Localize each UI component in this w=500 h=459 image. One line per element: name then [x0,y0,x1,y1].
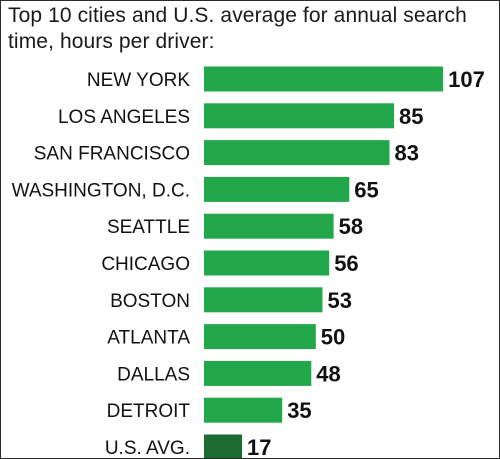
bar-los-angeles [204,103,394,129]
value-label: 107 [448,67,485,92]
bar-chicago [204,250,330,276]
value-label: 35 [287,398,311,423]
bar-new-york [204,66,444,92]
value-label: 65 [354,177,378,202]
bar-boston [204,287,323,313]
bar-washington-d-c [204,176,350,202]
bar-u-s-avg [204,434,242,458]
value-label: 50 [321,325,345,350]
value-label: 48 [316,361,340,386]
category-label: BOSTON [110,291,190,312]
category-label: SEATTLE [107,217,190,238]
value-label: 53 [328,288,352,313]
bar-detroit [204,397,283,423]
category-label: WASHINGTON, D.C. [12,180,190,201]
bar-san-francisco [204,140,390,166]
bar-seattle [204,213,334,239]
category-label: CHICAGO [101,254,190,275]
category-label: SAN FRANCISCO [34,144,190,165]
chart-title: Top 10 cities and U.S. average for annua… [8,4,467,53]
value-label: 56 [334,251,358,276]
category-label: DETROIT [107,401,191,422]
value-label: 83 [395,141,419,166]
category-label: NEW YORK [87,70,190,91]
category-label: U.S. AVG. [105,438,190,458]
value-label: 58 [339,214,363,239]
category-label: LOS ANGELES [58,107,190,128]
category-label: ATLANTA [107,328,190,349]
value-label: 17 [247,435,271,458]
value-label: 85 [399,104,423,129]
bar-dallas [204,360,312,386]
bar-atlanta [204,324,316,350]
category-label: DALLAS [117,364,190,385]
